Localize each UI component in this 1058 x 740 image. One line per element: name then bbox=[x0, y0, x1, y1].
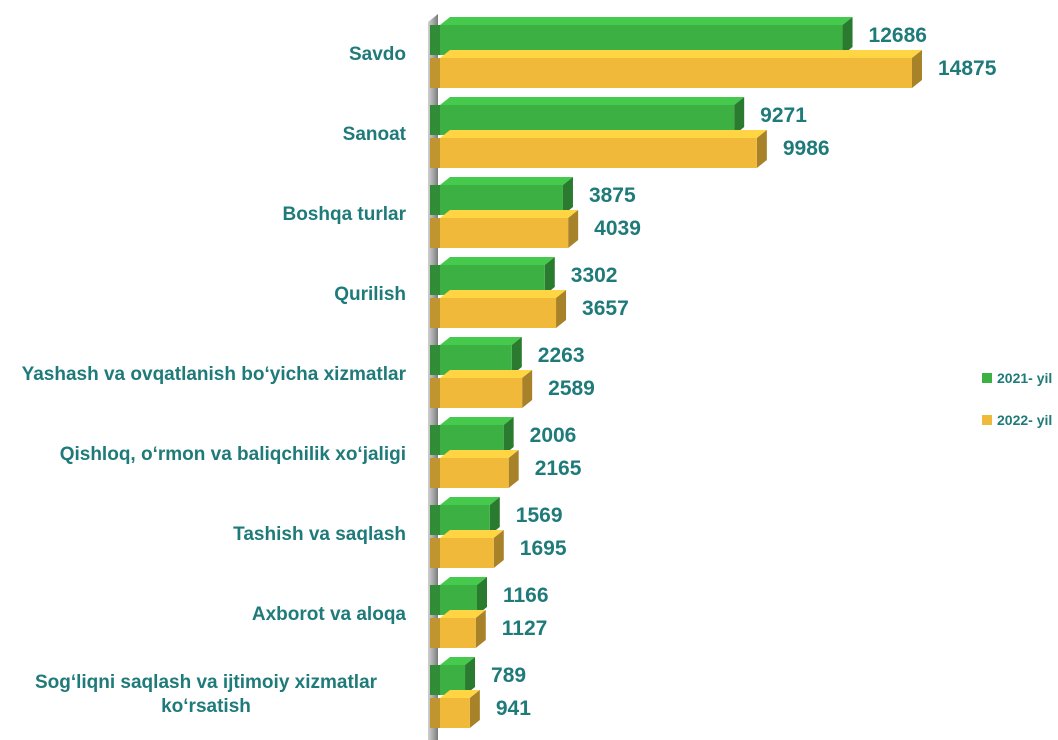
bar-edge bbox=[430, 218, 440, 248]
bar-side bbox=[522, 370, 533, 408]
bar-edge bbox=[430, 665, 440, 695]
bar-side bbox=[912, 50, 922, 88]
bar-top bbox=[440, 530, 504, 538]
category-label: Yashash va ovqatlanish bo‘yicha xizmatla… bbox=[21, 364, 406, 385]
value-label: 9986 bbox=[782, 137, 830, 160]
value-label: 941 bbox=[495, 697, 531, 720]
bar-side bbox=[568, 210, 579, 248]
bar bbox=[440, 138, 757, 168]
category-label: Sog‘liqni saqlash va ijtimoiy xizmatlar … bbox=[34, 672, 378, 717]
bar-side bbox=[556, 290, 567, 328]
value-label: 3875 bbox=[588, 184, 636, 207]
value-label: 1695 bbox=[519, 537, 567, 560]
bar-edge bbox=[430, 378, 440, 408]
bar-top bbox=[440, 577, 487, 585]
value-label: 9271 bbox=[760, 104, 807, 127]
category-label: Qurilish bbox=[334, 284, 406, 305]
value-label: 1569 bbox=[515, 504, 563, 527]
bar-edge bbox=[430, 345, 440, 375]
bar-edge bbox=[430, 698, 440, 728]
bar-side bbox=[508, 450, 519, 488]
bar-side bbox=[503, 417, 514, 455]
bar bbox=[440, 298, 557, 328]
bar bbox=[440, 698, 470, 728]
bar-edge bbox=[430, 298, 440, 328]
legend-label: 2021- yil bbox=[997, 370, 1053, 386]
value-label: 4039 bbox=[594, 217, 641, 240]
category-label: Axborot va aloqa bbox=[251, 604, 406, 625]
bar-top bbox=[440, 257, 555, 265]
bar bbox=[440, 218, 569, 248]
category-label: Sanoat bbox=[342, 124, 406, 145]
bar-side bbox=[476, 577, 487, 615]
category-label: Tashish va saqlash bbox=[233, 524, 406, 545]
bar-edge bbox=[430, 265, 440, 295]
bar bbox=[440, 378, 523, 408]
bar-top bbox=[440, 17, 853, 25]
legend-label: 2022- yil bbox=[997, 412, 1053, 428]
value-label: 789 bbox=[491, 664, 527, 687]
bar-edge bbox=[430, 105, 440, 135]
legend-swatch bbox=[982, 373, 992, 383]
value-label: 2589 bbox=[548, 377, 595, 400]
bar-side bbox=[544, 257, 555, 295]
bar-side bbox=[475, 610, 486, 648]
bar bbox=[440, 458, 509, 488]
bar-edge bbox=[430, 425, 440, 455]
bar-top bbox=[440, 450, 519, 458]
bar-side bbox=[469, 690, 480, 728]
bar-top bbox=[440, 337, 522, 345]
bar bbox=[440, 618, 476, 648]
bar-edge bbox=[430, 58, 440, 88]
value-label: 2263 bbox=[537, 344, 585, 367]
bar-top bbox=[440, 50, 922, 58]
value-label: 1127 bbox=[501, 617, 548, 640]
value-label: 3657 bbox=[582, 297, 629, 320]
bar-side bbox=[562, 177, 573, 215]
bar-side bbox=[493, 530, 504, 568]
bar-top bbox=[440, 97, 745, 105]
bar-side bbox=[734, 97, 745, 135]
bar-top bbox=[440, 210, 579, 218]
bar-side bbox=[756, 130, 767, 168]
value-label: 12686 bbox=[868, 24, 927, 47]
bar bbox=[440, 538, 494, 568]
value-label: 2006 bbox=[529, 424, 577, 447]
bar bbox=[440, 58, 912, 88]
bar-top bbox=[440, 417, 514, 425]
bar-top bbox=[440, 657, 476, 665]
bar-edge bbox=[430, 618, 440, 648]
bar-top bbox=[440, 290, 567, 298]
value-label: 3302 bbox=[570, 264, 618, 287]
bar-top bbox=[440, 690, 480, 698]
bar-edge bbox=[430, 505, 440, 535]
bar-top bbox=[440, 177, 573, 185]
value-label: 1166 bbox=[502, 584, 549, 607]
value-label: 14875 bbox=[938, 57, 997, 80]
category-label: Qishloq, o‘rmon va baliqchilik xo‘jaligi bbox=[59, 444, 406, 465]
bar-side bbox=[489, 497, 500, 535]
bar-side bbox=[842, 17, 853, 55]
bar-edge bbox=[430, 458, 440, 488]
category-label: Boshqa turlar bbox=[282, 204, 406, 225]
bar-edge bbox=[430, 138, 440, 168]
value-label: 2165 bbox=[534, 457, 582, 480]
bar-top bbox=[440, 130, 767, 138]
bar-edge bbox=[430, 585, 440, 615]
bar-side bbox=[465, 657, 476, 695]
bar-edge bbox=[430, 538, 440, 568]
category-label: Savdo bbox=[348, 44, 406, 65]
bar-top bbox=[440, 497, 500, 505]
bar-side bbox=[511, 337, 522, 375]
bar-top bbox=[440, 370, 533, 378]
bar-edge bbox=[430, 25, 440, 55]
legend-swatch bbox=[982, 415, 992, 425]
bar-edge bbox=[430, 185, 440, 215]
bar-top bbox=[440, 610, 486, 618]
